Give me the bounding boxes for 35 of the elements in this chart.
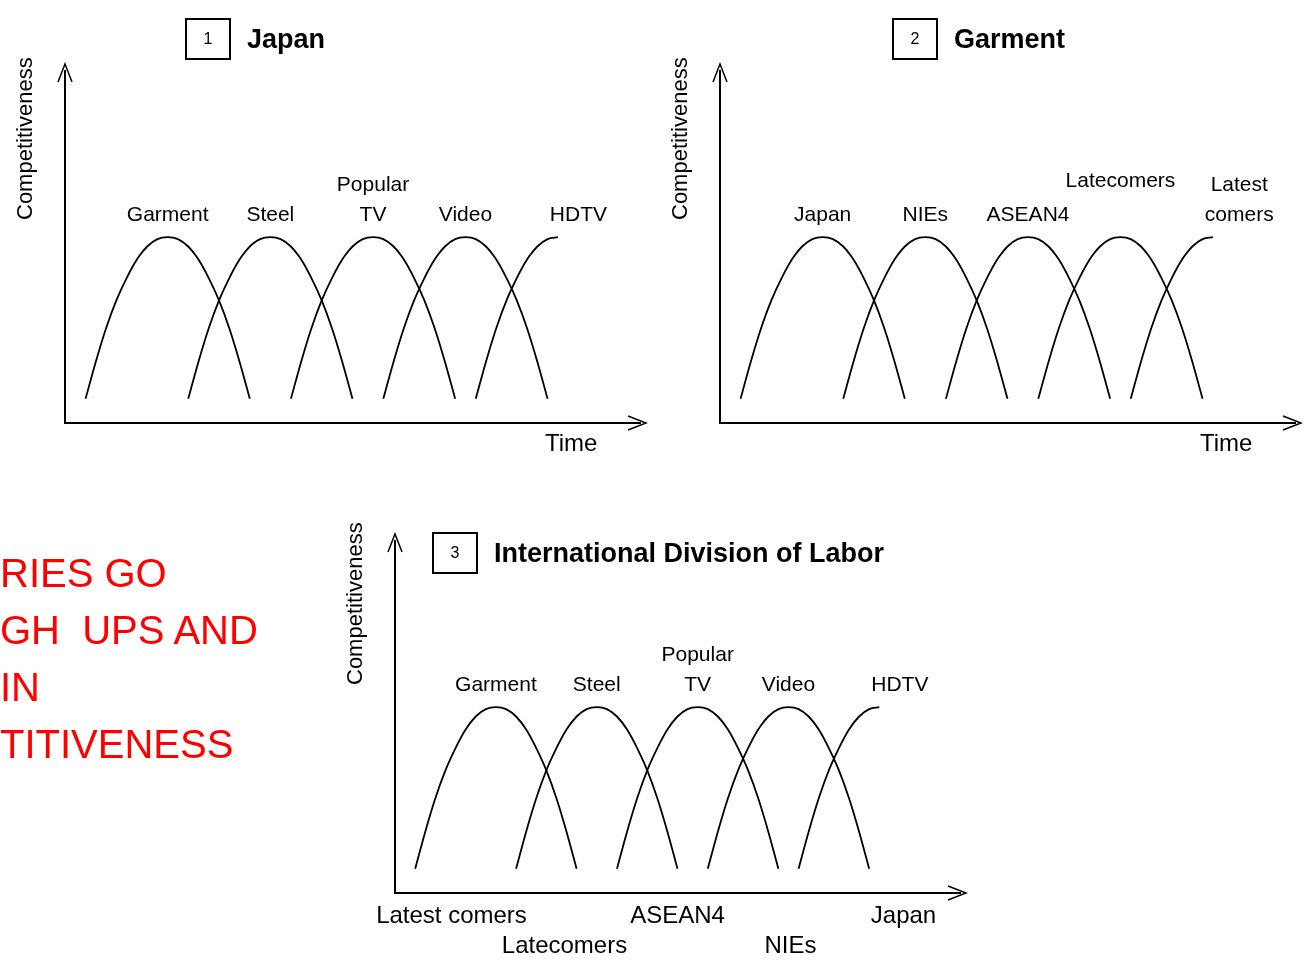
- series-label: NIEs: [902, 201, 949, 225]
- chart-title: Japan: [247, 23, 326, 55]
- series-label: HDTV: [549, 201, 608, 225]
- series-label: Popular TV: [336, 171, 410, 225]
- series-label: HDTV: [871, 671, 929, 695]
- x-axis-title: Time: [545, 429, 598, 457]
- text: Latecomers: [501, 931, 628, 959]
- text: NIEs: [764, 931, 817, 959]
- text: TITIVENESS: [0, 721, 235, 768]
- text: RIES GO: [0, 550, 168, 597]
- series-label: Garment: [455, 671, 537, 695]
- y-axis-title: Competitiveness: [667, 57, 693, 220]
- text: 2: [892, 18, 938, 60]
- text: IN: [0, 664, 41, 711]
- text: 3: [432, 532, 478, 574]
- series-label: Garment: [126, 201, 209, 225]
- series-label: Japan: [794, 201, 852, 225]
- y-axis-title: Competitiveness: [342, 522, 368, 685]
- text: Japan: [870, 901, 937, 929]
- series-label: Video: [438, 201, 493, 225]
- series-label: Steel: [572, 671, 621, 695]
- series-label: ASEAN4: [986, 201, 1070, 225]
- x-axis-title: Time: [1200, 429, 1253, 457]
- text: GH UPS AND: [0, 607, 259, 654]
- text: Latest comers: [376, 901, 527, 929]
- chart-title: Garment: [954, 23, 1066, 55]
- text: ASEAN4: [630, 901, 725, 929]
- chart-title: International Division of Labor: [494, 537, 885, 569]
- series-label: Latest comers: [1204, 171, 1274, 225]
- series-label: Video: [761, 671, 816, 695]
- text: 1: [185, 18, 231, 60]
- series-label: Popular TV: [661, 641, 734, 695]
- text: Latecomers: [1065, 167, 1176, 191]
- series-label: Steel: [246, 201, 295, 225]
- y-axis-title: Competitiveness: [12, 57, 38, 220]
